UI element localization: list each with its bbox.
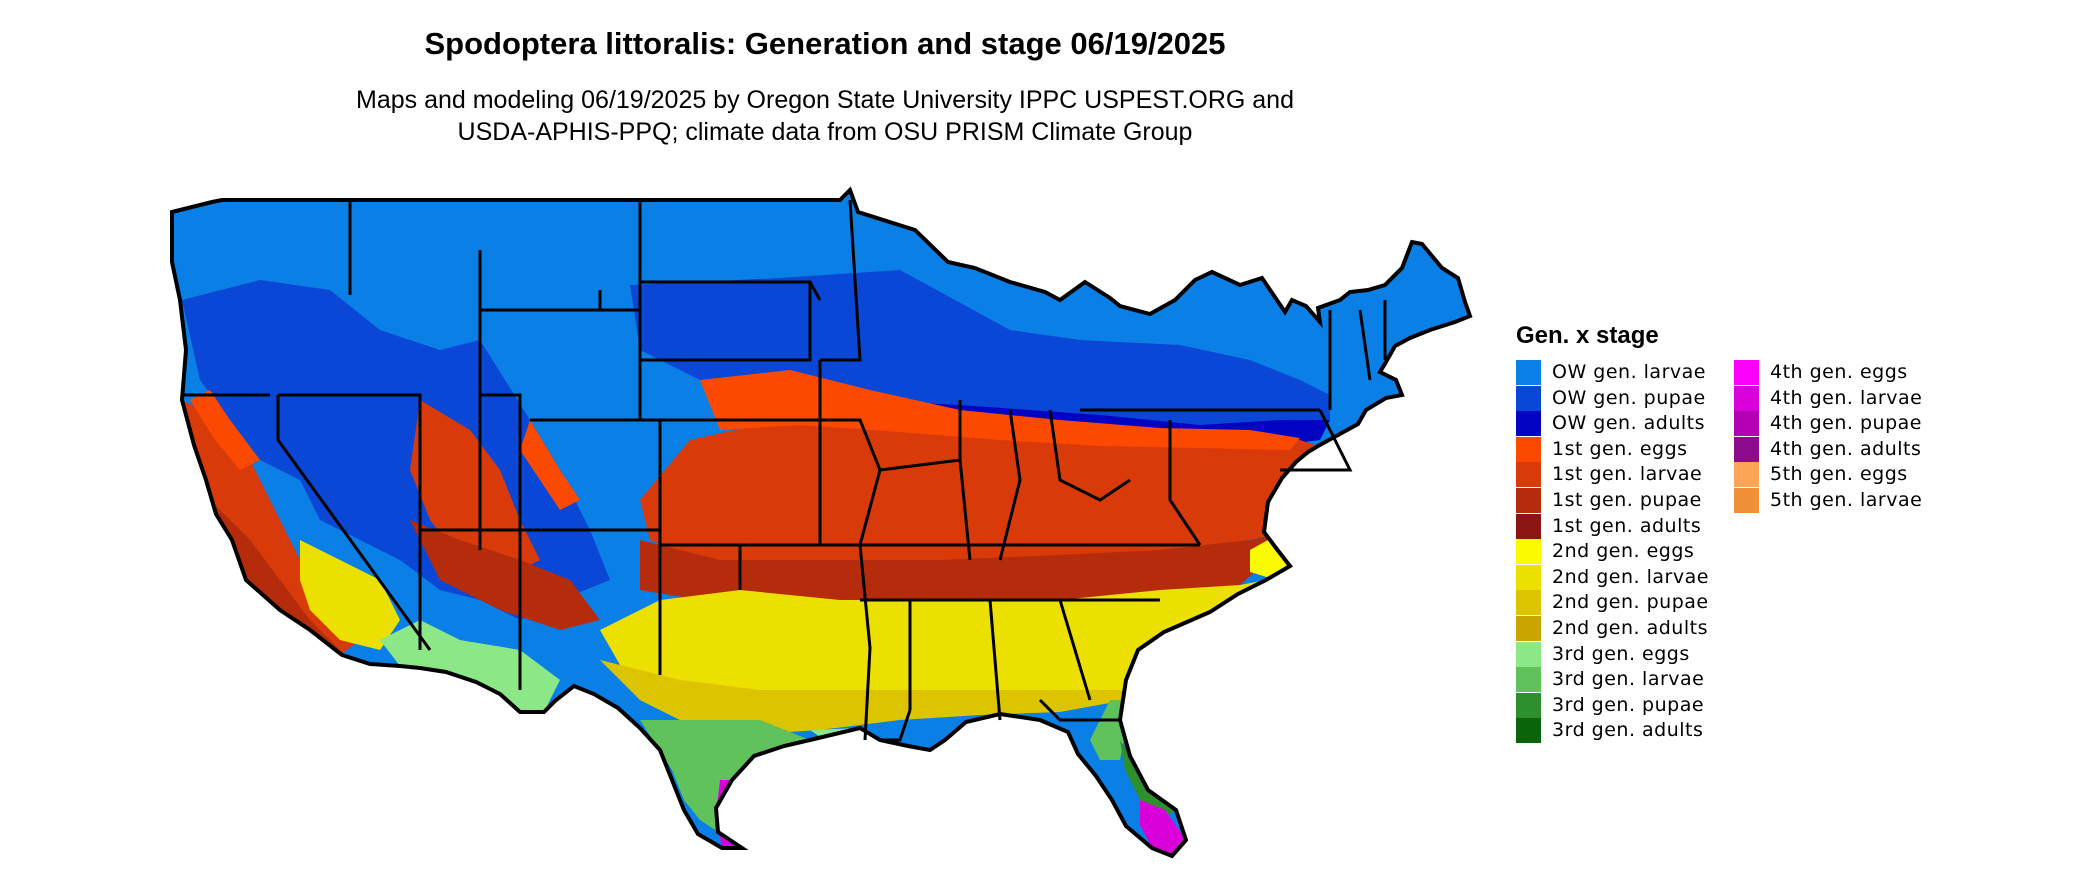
state-boundaries (170, 188, 1472, 858)
legend-label: 1st gen. adults (1552, 514, 1702, 537)
legend: Gen. x stage OW gen. larvae OW gen. pupae… (1516, 318, 2076, 758)
zone-1st-gen-eggs (700, 370, 1300, 450)
legend-label: 2nd gen. larvae (1552, 565, 1709, 588)
legend-swatch (1516, 436, 1541, 462)
legend-swatch (1734, 488, 1759, 513)
legend-label: OW gen. larvae (1552, 361, 1706, 383)
legend-label: 3rd gen. larvae (1552, 668, 1705, 691)
zone-2nd-gen-eggs (1250, 540, 1290, 578)
zone-1st-gen-larvae (640, 420, 1318, 560)
zone-3rd-gen-larvae (640, 720, 810, 832)
legend-label: 1st gen. larvae (1552, 463, 1703, 486)
legend-swatch (1734, 436, 1759, 462)
legend-label: 2nd gen. adults (1552, 617, 1708, 639)
legend-label: 2nd gen. pupae (1552, 591, 1709, 614)
zone-1st-gen-pupae (410, 520, 600, 630)
legend-swatch (1516, 564, 1541, 590)
zone-4th-gen-larvae (1140, 800, 1186, 856)
legend-label: 4th gen. eggs (1770, 361, 1908, 383)
legend-swatch (1516, 411, 1541, 437)
legend-label: 4th gen. adults (1770, 437, 1922, 460)
us-map (170, 188, 1472, 858)
map-subtitle-line-2: USDA-APHIS-PPQ; climate data from OSU PR… (457, 118, 1193, 146)
legend-label: 4th gen. pupae (1770, 412, 1922, 435)
legend-swatch (1516, 641, 1541, 667)
legend-swatch (1516, 513, 1541, 539)
legend-label: 5th gen. eggs (1770, 463, 1908, 486)
legend-label: 2nd gen. eggs (1552, 540, 1695, 563)
legend-swatch (1734, 462, 1759, 488)
legend-swatch (1516, 462, 1541, 488)
legend-swatch (1516, 385, 1541, 411)
zone-2nd-gen-larvae (600, 580, 1266, 720)
legend-swatch (1734, 385, 1759, 411)
legend-swatch (1516, 539, 1541, 565)
zone-1st-gen-eggs (190, 390, 260, 470)
legend-swatch (1516, 667, 1541, 693)
legend-label: OW gen. pupae (1552, 386, 1706, 409)
zone-2nd-gen-larvae (300, 540, 400, 650)
map-title: Spodoptera littoralis: Generation and st… (424, 26, 1226, 61)
legend-label: 5th gen. larvae (1770, 489, 1923, 511)
zone-1st-gen-eggs (520, 420, 580, 510)
legend-title: Gen. x stage (1516, 322, 1659, 349)
legend-label: 3rd gen. eggs (1552, 642, 1690, 665)
zone-1st-gen-pupae (640, 535, 1272, 605)
legend-swatch (1734, 411, 1759, 437)
legend-label: 4th gen. larvae (1770, 386, 1923, 409)
zone-2nd-gen-pupae (600, 660, 1126, 735)
legend-swatch (1516, 718, 1541, 744)
legend-swatch (1516, 692, 1541, 718)
legend-swatch (1734, 360, 1759, 385)
legend-label: 1st gen. eggs (1552, 437, 1688, 460)
legend-swatch (1516, 488, 1541, 513)
legend-label: 3rd gen. pupae (1552, 693, 1705, 716)
zone-1st-gen-pupae (210, 500, 340, 662)
legend-label: OW gen. adults (1552, 412, 1706, 435)
legend-label: 3rd gen. adults (1552, 719, 1704, 742)
map-subtitle-line-1: Maps and modeling 06/19/2025 by Oregon S… (356, 86, 1294, 114)
legend-swatch (1516, 360, 1541, 385)
legend-label: 1st gen. pupae (1552, 489, 1702, 511)
legend-swatch (1516, 590, 1541, 616)
legend-swatch (1516, 616, 1541, 641)
